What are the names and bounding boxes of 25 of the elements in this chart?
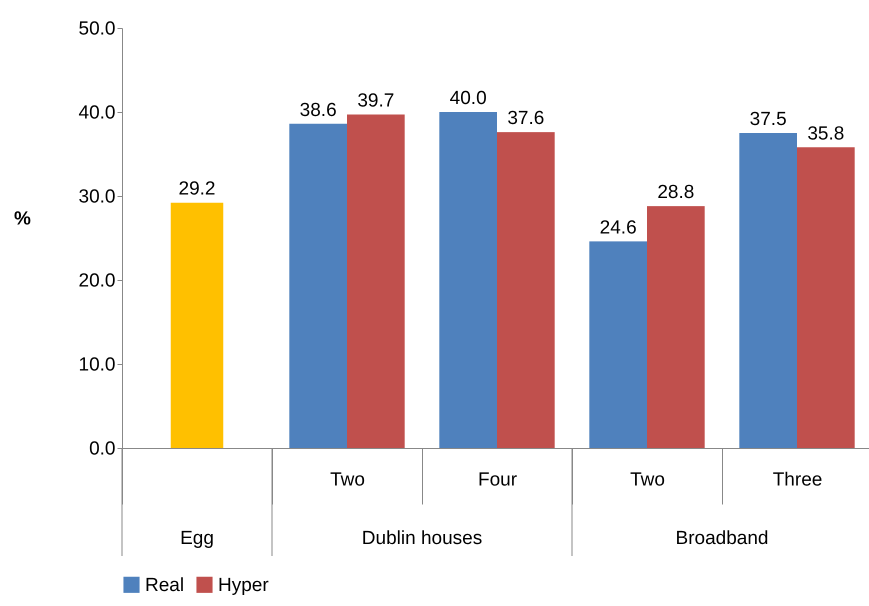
data-label: 29.2 <box>178 178 216 200</box>
data-label: 40.0 <box>450 88 487 109</box>
y-tick-label: 0.0 <box>89 438 116 460</box>
x-tick-label: Three <box>772 470 822 490</box>
x-tick-label: Two <box>330 470 365 490</box>
data-label: 37.6 <box>507 108 544 130</box>
y-tick-label: 20.0 <box>78 270 116 292</box>
data-label: 37.5 <box>750 109 787 130</box>
y-tick-label: 10.0 <box>78 354 116 376</box>
data-label: 35.8 <box>807 123 844 144</box>
data-label: 24.6 <box>600 217 637 238</box>
data-label: 38.6 <box>300 100 337 121</box>
data-label: 39.7 <box>357 90 394 112</box>
x-tick-label: Four <box>478 470 518 490</box>
data-label: 28.8 <box>657 182 694 204</box>
text: Egg <box>180 528 214 549</box>
y-tick-label: 30.0 <box>78 186 116 208</box>
text: Dublin houses <box>362 528 482 549</box>
y-axis-title: % <box>14 208 32 230</box>
legend-label: Real <box>145 574 184 596</box>
text: Broadband <box>676 528 768 549</box>
y-tick-label: 50.0 <box>78 18 116 40</box>
legend-label: Hyper <box>218 574 270 596</box>
x-tick-label: Two <box>630 470 665 490</box>
y-tick-label: 40.0 <box>78 102 116 124</box>
